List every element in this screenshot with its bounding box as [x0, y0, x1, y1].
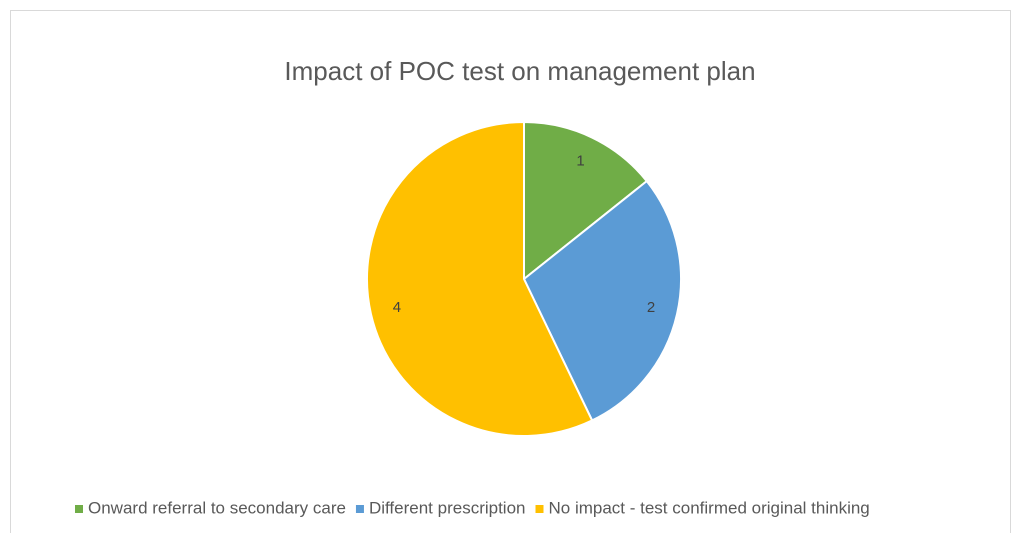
- legend-swatch: [75, 505, 83, 513]
- legend-label: Different prescription: [369, 498, 526, 517]
- data-label: 2: [647, 299, 655, 316]
- pie-slice: [366, 120, 594, 437]
- chart-title: Impact of POC test on management plan: [284, 56, 755, 86]
- data-label: 1: [576, 153, 584, 170]
- legend-swatch: [535, 505, 544, 513]
- legend-label: Onward referral to secondary care: [88, 498, 346, 517]
- data-label: 4: [393, 299, 401, 316]
- pie-slice: [523, 120, 649, 282]
- legend-swatch: [355, 505, 364, 513]
- pie-slice: [522, 179, 682, 422]
- legend-label: No impact - test confirmed original thin…: [549, 498, 870, 517]
